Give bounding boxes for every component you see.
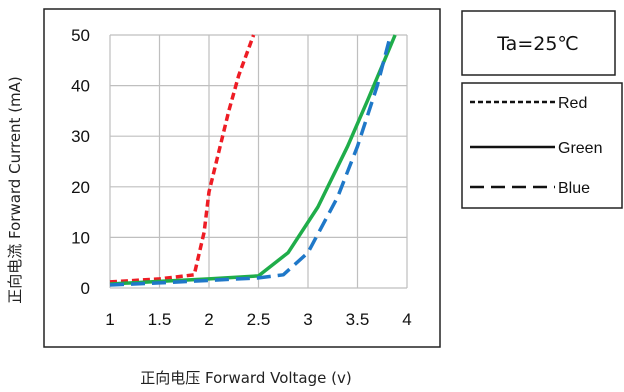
- legend-label-green: Green: [558, 140, 602, 157]
- x-axis-title: 正向电压 Forward Voltage (v): [140, 369, 351, 387]
- legend-label-blue: Blue: [558, 180, 590, 197]
- x-tick-label: 3.5: [346, 310, 370, 329]
- y-tick-label: 40: [71, 77, 90, 96]
- legend-label-red: Red: [558, 95, 587, 112]
- y-axis-title: 正向电流 Forward Current (mA): [6, 76, 24, 304]
- grid: [109, 34, 408, 289]
- legend: Red Green Blue: [470, 95, 602, 197]
- x-tick-label: 2: [204, 310, 213, 329]
- series-line-red: [109, 34, 256, 284]
- series-group: [109, 34, 397, 287]
- y-tick-label: 50: [71, 26, 90, 45]
- x-tick-label: 1: [105, 310, 114, 329]
- x-tick-label: 4: [402, 310, 411, 329]
- y-tick-label: 10: [71, 228, 90, 247]
- x-tick-labels: 1 1.5 2 2.5 3 3.5 4: [105, 310, 411, 329]
- ta-annotation-box: [461, 10, 616, 76]
- x-tick-label: 3: [303, 310, 312, 329]
- y-tick-label: 30: [71, 127, 90, 146]
- x-tick-label: 2.5: [247, 310, 271, 329]
- x-tick-label: 1.5: [148, 310, 172, 329]
- ta-annotation: Ta=25℃: [496, 33, 579, 55]
- y-tick-label: 0: [81, 279, 90, 298]
- series-line-blue: [109, 39, 391, 287]
- y-tick-labels: 0 10 20 30 40 50: [71, 26, 90, 298]
- y-tick-label: 20: [71, 178, 90, 197]
